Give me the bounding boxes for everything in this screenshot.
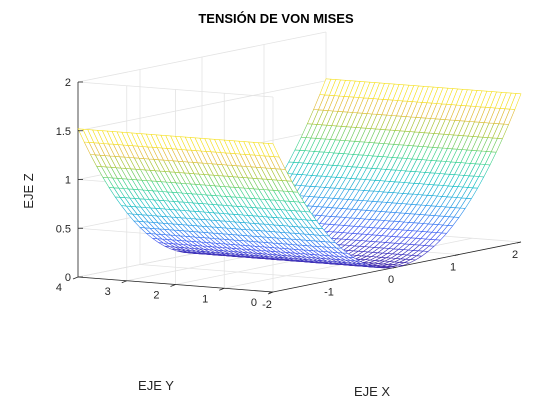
y-tick-label: 2 [153,290,159,302]
y-tick-mark [267,291,274,295]
x-tick-mark [392,266,398,269]
x-tick-mark [330,279,336,281]
z-axis-label: EJE Z [21,173,36,208]
y-axis-label: EJE Y [138,378,174,393]
y-tick-mark [121,280,127,284]
surface-cell [509,93,522,110]
back-wall-grid-line [77,80,327,132]
back-wall-grid-line [77,31,327,83]
z-tick-label: 1 [65,175,71,187]
y-tick-label: 3 [105,286,111,298]
y-tick-mark [219,287,225,291]
y-tick-mark [170,284,176,287]
z-tick-label: 0 [65,272,71,284]
z-tick-label: 1.5 [56,126,71,138]
x-tick-mark [516,241,522,244]
x-tick-mark [454,254,460,256]
x-axis-label: EJE X [354,384,390,399]
y-tick-label: 0 [251,297,257,309]
x-tick-label: -1 [324,287,334,299]
z-tick-label: 2 [65,77,71,89]
chart-title: TENSIÓN DE VON MISES [198,11,354,26]
surface-mesh [77,78,522,269]
y-tick-label: 1 [202,293,208,305]
z-tick-label: 0.5 [56,223,71,235]
x-tick-label: 0 [388,274,394,286]
y-tick-mark [72,276,79,280]
x-tick-label: 1 [450,262,456,274]
y-tick-label: 4 [56,282,62,294]
x-tick-label: 2 [512,249,518,261]
left-wall-grid-line [77,81,274,98]
surface-cell [267,143,280,158]
x-tick-label: -2 [262,299,272,311]
